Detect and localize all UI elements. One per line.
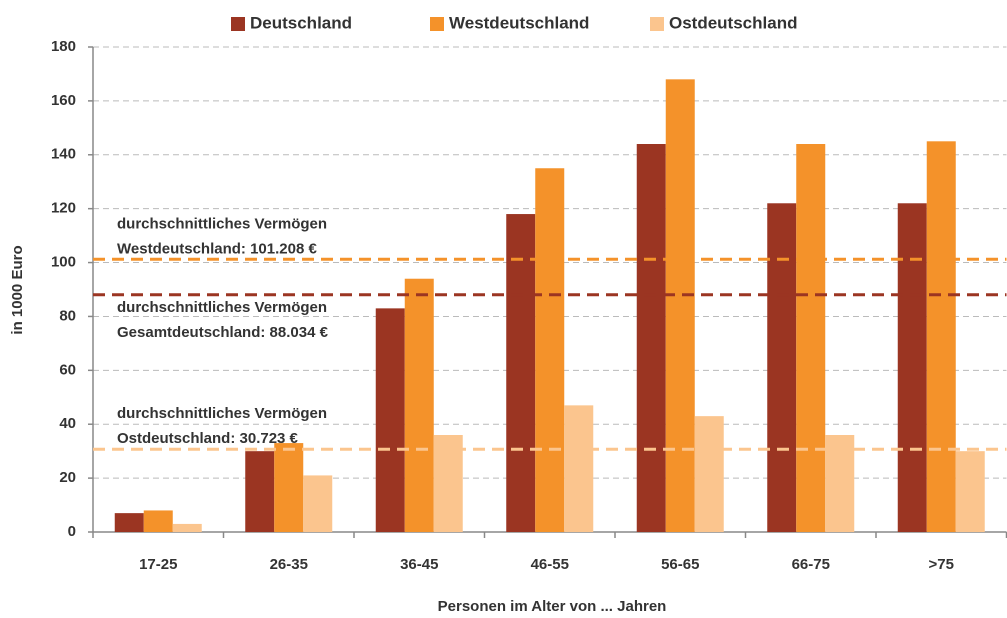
x-tick-label: 36-45: [400, 556, 438, 573]
x-tick-label: 17-25: [139, 556, 177, 573]
y-tick-label: 140: [51, 146, 76, 163]
bar: [564, 405, 594, 532]
y-tick-label: 80: [59, 307, 76, 324]
bar: [172, 523, 202, 532]
y-tick-label: 100: [51, 254, 76, 271]
bar: [535, 168, 565, 532]
bar: [114, 513, 144, 532]
bar: [694, 416, 724, 532]
x-tick-label: 46-55: [531, 556, 569, 573]
reference-label: Westdeutschland: 101.208 €: [117, 240, 317, 257]
bar: [375, 308, 405, 532]
legend-swatch: [231, 17, 245, 31]
y-tick-label: 120: [51, 200, 76, 217]
x-tick-label: 26-35: [270, 556, 308, 573]
bar: [665, 79, 695, 532]
y-tick-label: 20: [59, 469, 76, 486]
y-axis-title: in 1000 Euro: [9, 245, 26, 334]
reference-label: Ostdeutschland: 30.723 €: [117, 430, 299, 447]
bar: [955, 451, 985, 532]
bar: [926, 141, 956, 533]
y-tick-label: 180: [51, 38, 76, 55]
bar: [433, 435, 463, 532]
bar: [274, 443, 304, 532]
reference-label: Gesamtdeutschland: 88.034 €: [117, 324, 329, 341]
bar: [767, 203, 797, 532]
legend-label: Deutschland: [250, 13, 352, 32]
x-tick-label: >75: [929, 556, 954, 573]
legend-swatch: [430, 17, 444, 31]
bar: [143, 510, 173, 532]
bar: [506, 214, 536, 533]
y-tick-label: 40: [59, 415, 76, 432]
reference-label: durchschnittliches Vermögen: [117, 215, 327, 232]
y-tick-label: 60: [59, 361, 76, 378]
legend-swatch: [650, 17, 664, 31]
bar: [245, 451, 275, 532]
legend-label: Westdeutschland: [449, 13, 589, 32]
bar: [636, 144, 666, 532]
x-tick-label: 66-75: [792, 556, 830, 573]
reference-label: durchschnittliches Vermögen: [117, 405, 327, 422]
x-tick-label: 56-65: [661, 556, 699, 573]
reference-label: durchschnittliches Vermögen: [117, 299, 327, 316]
y-tick-label: 0: [68, 523, 76, 540]
bar: [825, 435, 855, 532]
bar: [404, 278, 434, 532]
x-axis-title: Personen im Alter von ... Jahren: [438, 598, 667, 615]
y-tick-label: 160: [51, 92, 76, 109]
bar: [897, 203, 927, 532]
legend-label: Ostdeutschland: [669, 13, 797, 32]
bar: [796, 144, 826, 532]
bar: [303, 475, 333, 532]
